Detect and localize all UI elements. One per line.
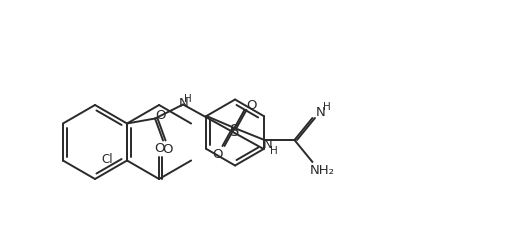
- Text: Cl: Cl: [101, 152, 113, 165]
- Text: H: H: [184, 93, 192, 103]
- Text: H: H: [323, 102, 330, 112]
- Text: H: H: [269, 145, 277, 155]
- Text: O: O: [212, 147, 223, 160]
- Text: N: N: [263, 137, 272, 150]
- Text: O: O: [154, 142, 164, 155]
- Text: O: O: [246, 99, 257, 112]
- Text: S: S: [230, 123, 239, 138]
- Text: O: O: [162, 142, 172, 155]
- Text: NH₂: NH₂: [310, 164, 335, 177]
- Text: N: N: [179, 97, 189, 109]
- Text: N: N: [316, 106, 325, 119]
- Text: O: O: [155, 109, 165, 122]
